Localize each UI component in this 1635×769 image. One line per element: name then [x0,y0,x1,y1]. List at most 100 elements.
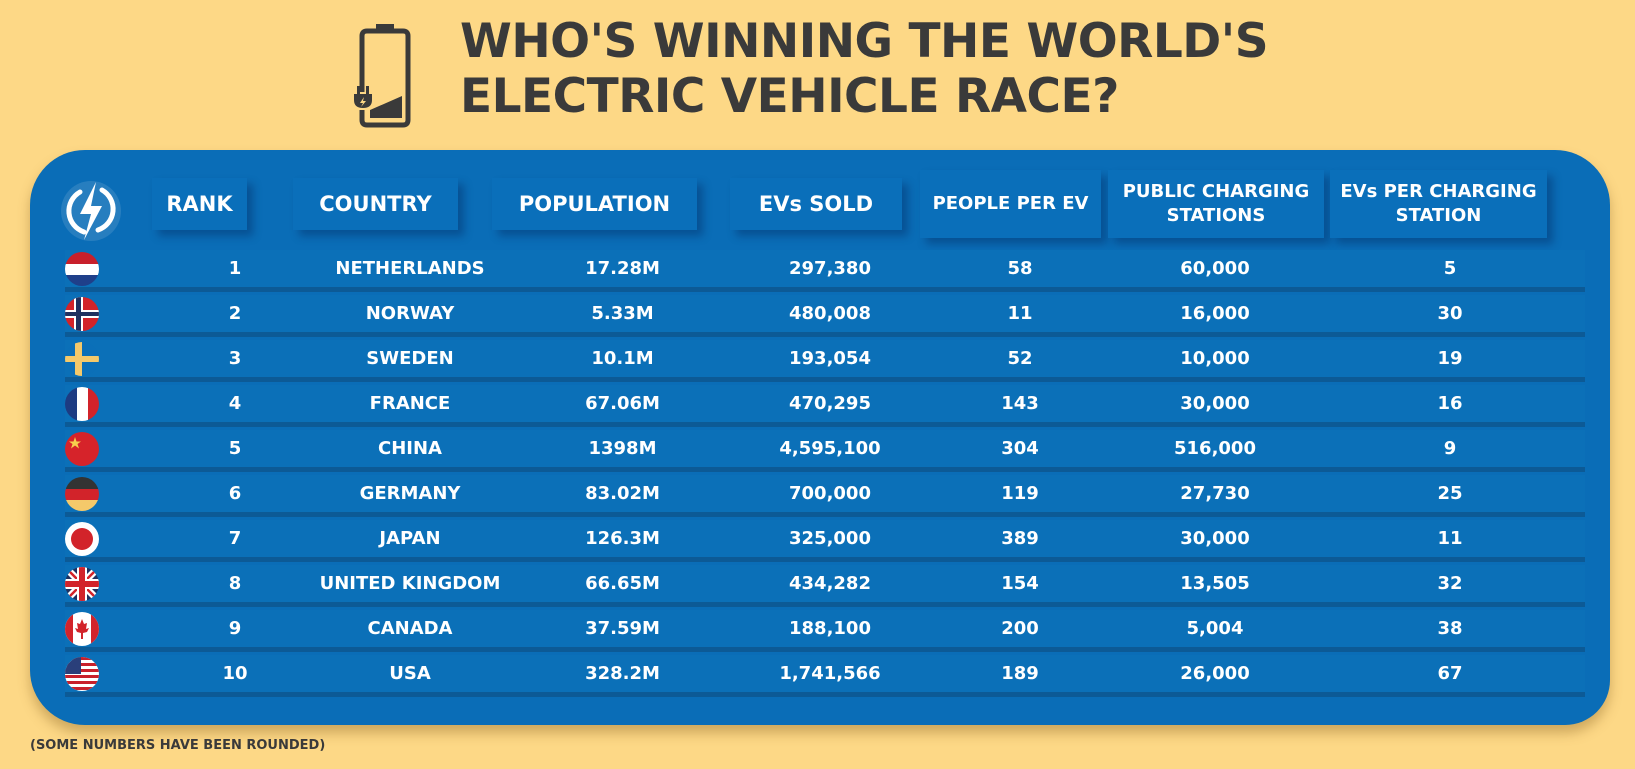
charging-stations-cell: 26,000 [1180,663,1250,684]
country-cell: GERMANY [359,483,461,504]
table-row: 7 JAPAN 126.3M 325,000 389 30,000 11 [65,520,1585,557]
table-body: 1 NETHERLANDS 17.28M 297,380 58 60,000 5 2 NORWA… [65,250,1585,700]
header-population: POPULATION [492,178,697,230]
table-row: 3 SWEDEN 10.1M 193,054 52 10,000 19 [65,340,1585,377]
charging-stations-cell: 5,004 [1186,618,1244,639]
charging-stations-cell: 16,000 [1180,303,1250,324]
country-cell: NETHERLANDS [335,258,485,279]
charging-stations-cell: 30,000 [1180,393,1250,414]
table-row: 5 CHINA 1398M 4,595,100 304 516,000 9 [65,430,1585,467]
country-cell: CANADA [367,618,453,639]
charging-stations-cell: 516,000 [1174,438,1256,459]
table-row: 9 CANADA 37.59M 188,100 200 5,004 38 [65,610,1585,647]
country-cell: JAPAN [379,528,441,549]
evs-per-station-cell: 19 [1437,348,1463,369]
people-per-ev-cell: 389 [1001,528,1039,549]
evs-per-station-cell: 5 [1443,258,1457,279]
norway-flag-icon [65,297,99,331]
table-row: 10 USA 328.2M 1,741,566 189 26,000 67 [65,655,1585,692]
evs-sold-cell: 297,380 [789,258,871,279]
header-evs-sold: EVs SOLD [730,178,902,230]
rank-cell: 8 [228,573,242,594]
people-per-ev-cell: 304 [1001,438,1039,459]
rank-cell: 9 [228,618,242,639]
page-title: WHO'S WINNING THE WORLD'S ELECTRIC VEHIC… [460,14,1269,124]
country-cell: FRANCE [369,393,451,414]
people-per-ev-cell: 52 [1007,348,1033,369]
evs-sold-cell: 434,282 [789,573,871,594]
title-line-2: ELECTRIC VEHICLE RACE? [460,69,1119,124]
evs-per-station-cell: 11 [1437,528,1463,549]
china-flag-icon [65,432,99,466]
japan-flag-icon [65,522,99,556]
evs-sold-cell: 4,595,100 [779,438,881,459]
people-per-ev-cell: 189 [1001,663,1039,684]
header-country: COUNTRY [293,178,458,230]
country-cell: CHINA [378,438,442,459]
evs-per-station-cell: 38 [1437,618,1463,639]
rank-cell: 3 [228,348,242,369]
population-cell: 83.02M [585,483,660,504]
rank-cell: 2 [228,303,242,324]
population-cell: 67.06M [585,393,660,414]
country-cell: USA [389,663,431,684]
rank-cell: 4 [228,393,242,414]
evs-per-station-cell: 67 [1437,663,1463,684]
usa-flag-icon [65,657,99,691]
evs-per-station-cell: 30 [1437,303,1463,324]
netherlands-flag-icon [65,252,99,286]
people-per-ev-cell: 119 [1001,483,1039,504]
population-cell: 1398M [588,438,657,459]
people-per-ev-cell: 200 [1001,618,1039,639]
rank-cell: 7 [228,528,242,549]
header-rank: RANK [152,178,247,230]
evs-sold-cell: 700,000 [789,483,871,504]
evs-sold-cell: 193,054 [789,348,871,369]
table-panel: RANK COUNTRY POPULATION EVs SOLD PEOPLE … [30,150,1610,725]
people-per-ev-cell: 143 [1001,393,1039,414]
table-row: 6 GERMANY 83.02M 700,000 119 27,730 25 [65,475,1585,512]
header-people-per-ev: PEOPLE PER EV [920,170,1101,238]
evs-per-station-cell: 25 [1437,483,1463,504]
header-public-charging-stations: PUBLIC CHARGING STATIONS [1108,170,1324,238]
evs-per-station-cell: 32 [1437,573,1463,594]
sweden-flag-icon [65,342,99,376]
table-row: 4 FRANCE 67.06M 470,295 143 30,000 16 [65,385,1585,422]
population-cell: 10.1M [591,348,654,369]
people-per-ev-cell: 58 [1007,258,1033,279]
population-cell: 17.28M [585,258,660,279]
france-flag-icon [65,387,99,421]
canada-flag-icon [65,612,99,646]
rank-cell: 5 [228,438,242,459]
population-cell: 126.3M [585,528,660,549]
lightning-power-icon [61,181,121,241]
people-per-ev-cell: 154 [1001,573,1039,594]
evs-sold-cell: 1,741,566 [779,663,881,684]
charging-stations-cell: 60,000 [1180,258,1250,279]
evs-sold-cell: 188,100 [789,618,871,639]
evs-sold-cell: 480,008 [789,303,871,324]
evs-per-station-cell: 16 [1437,393,1463,414]
charging-stations-cell: 27,730 [1180,483,1250,504]
population-cell: 328.2M [585,663,660,684]
uk-flag-icon [65,567,99,601]
country-cell: UNITED KINGDOM [319,573,501,594]
rank-cell: 10 [222,663,248,684]
charging-stations-cell: 30,000 [1180,528,1250,549]
population-cell: 37.59M [585,618,660,639]
table-row: 2 NORWAY 5.33M 480,008 11 16,000 30 [65,295,1585,332]
evs-sold-cell: 470,295 [789,393,871,414]
population-cell: 5.33M [591,303,654,324]
table-row: 8 UNITED KINGDOM 66.65M 434,282 154 13,505 32 [65,565,1585,602]
people-per-ev-cell: 11 [1007,303,1033,324]
rank-cell: 6 [228,483,242,504]
evs-sold-cell: 325,000 [789,528,871,549]
germany-flag-icon [65,477,99,511]
header-evs-per-charging-station: EVs PER CHARGING STATION [1330,170,1547,238]
charging-stations-cell: 13,505 [1180,573,1250,594]
population-cell: 66.65M [585,573,660,594]
title-line-1: WHO'S WINNING THE WORLD'S [460,14,1269,69]
evs-per-station-cell: 9 [1443,438,1457,459]
rank-cell: 1 [228,258,242,279]
battery-plug-icon [354,24,411,128]
